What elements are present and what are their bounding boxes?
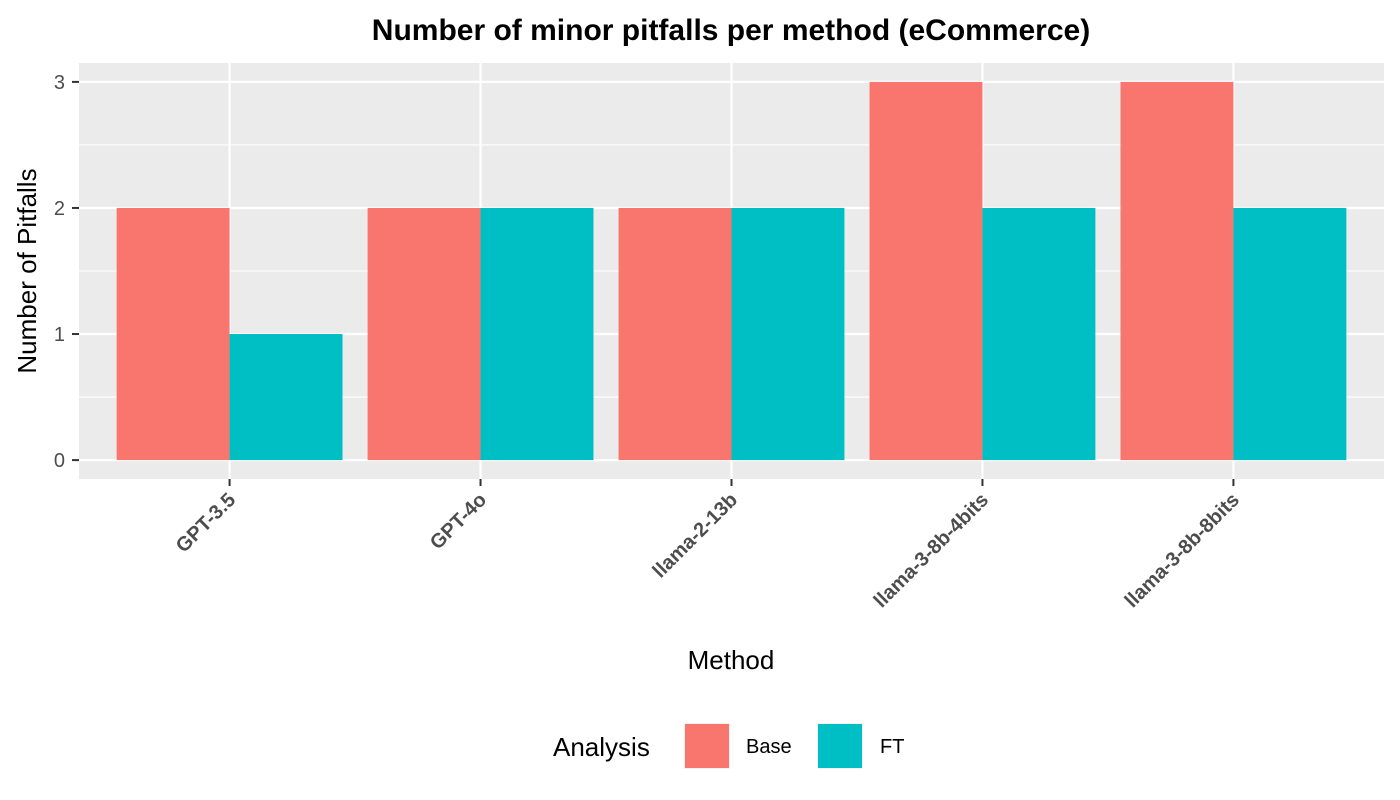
bar-base-0 <box>116 207 230 461</box>
bar-ft-3 <box>982 207 1096 461</box>
bar-ft-1 <box>480 207 594 461</box>
x-axis-title: Method <box>688 645 775 675</box>
legend-swatch-ft <box>818 724 862 768</box>
legend-title: Analysis <box>553 732 650 762</box>
legend-label-base: Base <box>746 736 792 758</box>
legend-label-ft: FT <box>880 736 904 758</box>
y-tick-label: 0 <box>54 450 65 472</box>
bar-base-2 <box>618 207 732 461</box>
bar-ft-2 <box>731 207 845 461</box>
y-tick-label: 1 <box>54 324 65 346</box>
y-tick-label: 3 <box>54 72 65 94</box>
bar-base-4 <box>1120 81 1234 461</box>
y-axis-title: Number of Pitfalls <box>12 168 42 373</box>
legend-swatch-base <box>685 724 729 768</box>
legend: Analysis Base FT <box>553 723 904 769</box>
bar-base-3 <box>869 81 983 461</box>
chart-title: Number of minor pitfalls per method (eCo… <box>372 14 1090 47</box>
bar-base-1 <box>367 207 481 461</box>
y-tick-label: 2 <box>54 198 65 220</box>
bar-ft-0 <box>229 334 343 461</box>
bar-ft-4 <box>1233 207 1347 461</box>
